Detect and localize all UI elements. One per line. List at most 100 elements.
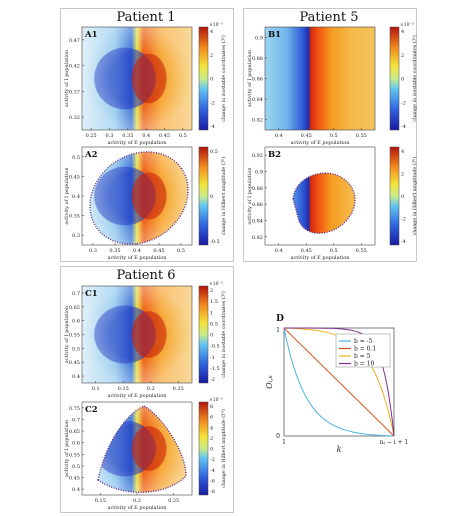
x-tick-label: 0.35 — [109, 248, 120, 254]
y-axis-label: activity of I population — [64, 49, 70, 107]
colorbar-tick-label: 0 — [401, 77, 404, 83]
x-tick-label: 0.1 — [92, 386, 100, 392]
region-outline — [97, 405, 187, 494]
heatmap-base — [293, 173, 356, 234]
colorbar-tick-label: -8 — [210, 489, 215, 495]
x-tick-label: 0.35 — [122, 133, 133, 139]
colorbar — [198, 285, 209, 384]
y-tick-label: 0 — [276, 433, 280, 440]
colorbar-tick-label: 0 — [210, 77, 213, 83]
x-tick-label: 0.4 — [142, 133, 150, 139]
heatmap-shade — [98, 406, 186, 493]
y-tick-label: 0.5 — [72, 155, 80, 161]
y-tick-label: 0.4 — [72, 487, 80, 493]
colorbar — [198, 146, 209, 246]
y-tick-label: 0.55 — [69, 452, 80, 458]
panel-label: A2 — [84, 150, 98, 160]
y-tick-label: 0.86 — [252, 77, 263, 83]
y-tick-label: 0.9 — [255, 170, 263, 176]
heatmap-field — [293, 173, 356, 234]
y-tick-label: 0.82 — [252, 235, 263, 241]
x-tick-label: nᵢ − i + 1 — [380, 439, 409, 446]
colorbar-tick-label: 4 — [401, 29, 404, 35]
y-tick-label: 0.45 — [69, 174, 80, 180]
x-tick-label: 0.45 — [159, 133, 170, 139]
x-tick-label: 0.45 — [301, 248, 312, 254]
colorbar-tick-label: 2 — [210, 53, 213, 59]
heatmap-shade — [82, 27, 192, 130]
y-axis-label: activity of I population — [64, 167, 70, 225]
colorbar-tick-label: -2 — [210, 100, 215, 106]
legend-entry: b = -5 — [354, 338, 373, 345]
colorbar-tick-label: -1.5 — [210, 366, 220, 372]
y-tick-label: 0.35 — [69, 214, 80, 220]
colorbar — [389, 146, 400, 246]
colorbar-tick-label: 0 — [210, 447, 213, 453]
series-line-1 — [283, 327, 395, 437]
colorbar-label: change in Hilbert amplitude (ℐᴴ) — [411, 156, 418, 235]
x-axis-label: activity of E population — [108, 393, 168, 399]
series-line-0 — [283, 327, 395, 437]
y-tick-label: 0.88 — [252, 56, 263, 62]
chart-b2: B2 0.4 0.45 0.5 0.55 0.92 0.9 0.88 0.86 0.84 0.82 a… — [247, 146, 418, 261]
heatmap-field — [98, 406, 186, 493]
colorbar-tick-label: -2 — [210, 377, 215, 383]
colorbar-label: change in Hilbert amplitude (ℐᴴ) — [220, 156, 227, 235]
y-axis-label: activity of I population — [247, 49, 253, 107]
x-tick-label: 0.15 — [95, 498, 106, 504]
heatmap-base — [265, 27, 375, 130]
y-tick-label: 0.9 — [255, 35, 263, 41]
colorbar — [389, 26, 400, 131]
patient5-title: Patient 5 — [299, 10, 359, 25]
axes-frame — [81, 26, 193, 131]
colorbar-tick-label: 0.5 — [210, 149, 218, 155]
y-tick-label: 0.65 — [69, 429, 80, 435]
colorbar-label: change in isostable coordinates (ℐ²) — [411, 35, 418, 122]
y-axis-label: activity of I population — [64, 419, 70, 477]
colorbar-exponent: ×10⁻³ — [209, 397, 223, 403]
x-tick-label: 0.4 — [275, 248, 283, 254]
colorbar-label: change in Hilbert amplitude (ℐᴴ) — [220, 409, 227, 488]
colorbar-tick-label: -2 — [210, 457, 215, 463]
x-tick-label: 0.15 — [118, 386, 129, 392]
x-tick-label: 0.4 — [275, 133, 283, 139]
colorbar-tick-label: 8 — [210, 404, 213, 410]
colorbar-tick-label: 2 — [401, 53, 404, 59]
chart-a1: A1 0.25 0.3 0.35 0.4 0.45 0.5 0.47 0.42 0.37 0.32 a… — [64, 22, 227, 146]
x-tick-label: 1 — [282, 439, 286, 446]
colorbar — [198, 401, 209, 496]
colorbar-tick-label: 2 — [210, 436, 213, 442]
x-axis-label: activity of E population — [291, 255, 351, 261]
colorbar-tick-label: -4 — [210, 124, 215, 130]
panel-label: B2 — [268, 150, 281, 160]
x-axis-label: activity of E population — [108, 140, 168, 146]
chart-b1: B1 0.4 0.45 0.5 0.55 0.9 0.88 0.86 0.84 0.82 activ… — [247, 22, 418, 146]
y-tick-label: 0.32 — [69, 115, 80, 121]
colorbar-tick-label: -4 — [401, 239, 406, 245]
x-tick-label: 0.25 — [173, 386, 184, 392]
x-tick-label: 0.5 — [330, 133, 338, 139]
x-tick-label: 0.45 — [301, 133, 312, 139]
y-tick-label: 0.84 — [252, 219, 263, 225]
region-outline — [89, 151, 189, 245]
chart-a2: A2 0.3 0.35 0.4 0.45 0.5 0.5 0.45 0.4 0.35 0.3 acti… — [64, 146, 227, 261]
colorbar-tick-label: 4 — [401, 149, 404, 155]
x-axis-label: activity of E population — [108, 255, 168, 261]
colorbar-tick-label: -4 — [401, 124, 406, 130]
y-tick-label: 0.37 — [69, 89, 80, 95]
x-tick-label: 0.4 — [133, 248, 141, 254]
colorbar-label: change in isostable coordinates (ℐ²) — [220, 291, 227, 378]
colorbar-exponent: ×10⁻³ — [209, 22, 223, 28]
y-tick-label: 0.75 — [69, 406, 80, 412]
panel-label: D — [276, 314, 284, 324]
panel-label: A1 — [84, 30, 98, 40]
colorbar-tick-label: -0.5 — [210, 239, 220, 245]
y-tick-label: 0.6 — [72, 319, 80, 325]
x-tick-label: 0.55 — [356, 133, 367, 139]
region-outline — [292, 172, 356, 234]
x-tick-label: 0.5 — [177, 248, 185, 254]
y-tick-label: 0.7 — [72, 417, 80, 423]
panel-label: C2 — [85, 405, 98, 415]
